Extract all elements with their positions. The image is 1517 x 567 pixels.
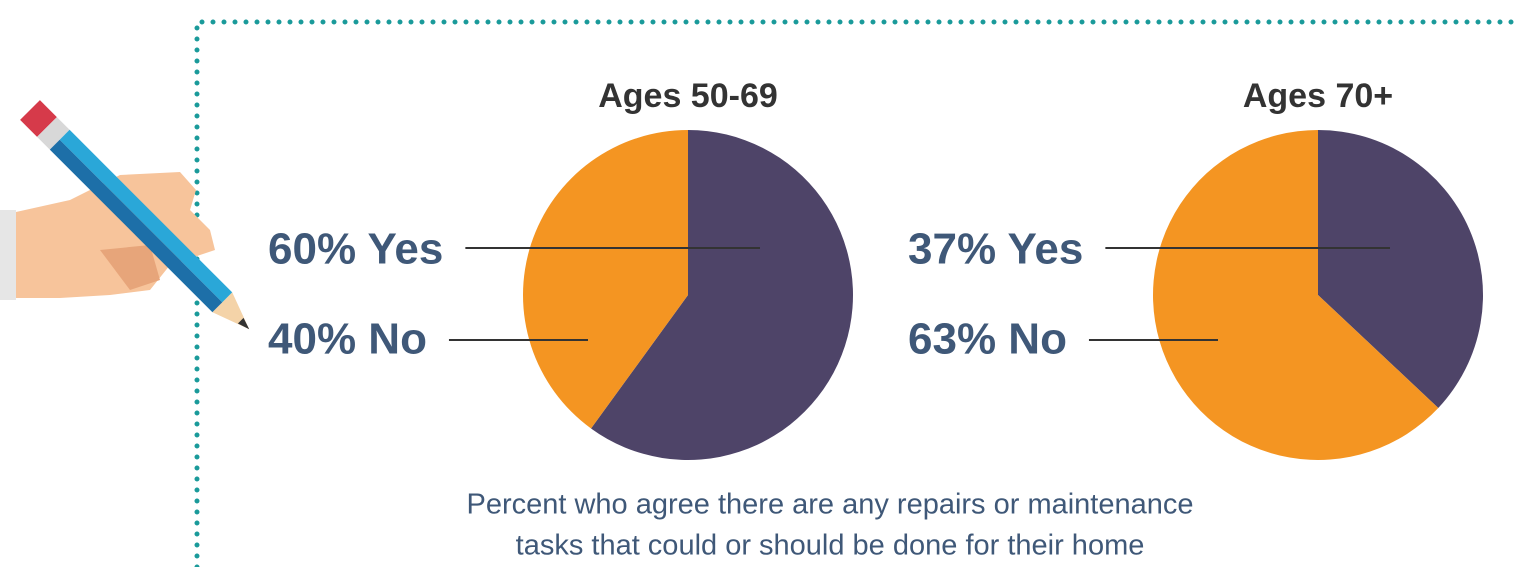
- pie-slice: [1318, 130, 1483, 408]
- pie-slice: [523, 130, 688, 429]
- pencil: [20, 100, 250, 330]
- chart-title: Ages 70+: [1243, 77, 1393, 115]
- hand-shadow: [100, 245, 160, 290]
- hand: [16, 172, 215, 298]
- caption-line: tasks that could or should be done for t…: [516, 530, 1145, 562]
- value-label: 60% Yes: [268, 225, 443, 274]
- sleeve: [0, 210, 16, 300]
- value-label: 37% Yes: [908, 225, 1083, 274]
- pie-slice: [591, 130, 853, 460]
- value-label: 63% No: [908, 315, 1067, 364]
- pie-slice: [1153, 130, 1439, 460]
- caption-line: Percent who agree there are any repairs …: [466, 489, 1193, 521]
- chart-title: Ages 50-69: [598, 77, 778, 115]
- value-label: 40% No: [268, 315, 427, 364]
- hand-illustration: [0, 100, 250, 330]
